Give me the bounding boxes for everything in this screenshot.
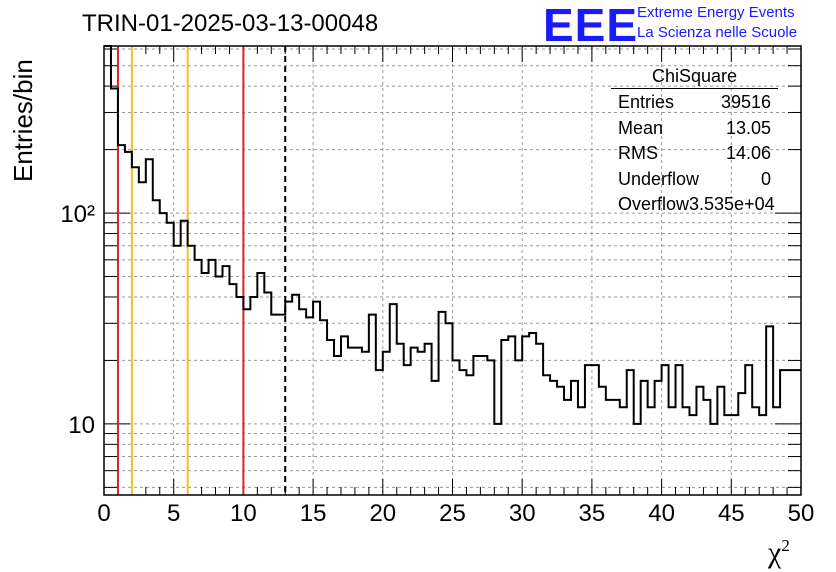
stats-row: Mean 13.05 [611,116,778,142]
chart-title: TRIN-01-2025-03-13-00048 [82,10,379,37]
stats-value: 14.06 [725,143,771,163]
x-tick-label: 40 [648,500,675,527]
x-tick-label: 25 [439,500,466,527]
eee-logo: EEE [543,0,639,51]
stats-value: 0 [760,168,771,189]
x-tick-label: 50 [788,500,815,527]
y-tick-label: 10² [60,201,95,228]
stats-label: Overflow [618,194,690,214]
x-tick-label: 0 [97,500,110,527]
stats-value: 39516 [720,92,771,112]
stats-row: Underflow 0 [611,167,778,193]
stats-box: ChiSquare Entries 39516 Mean 13.05 RMS 14.0… [611,66,778,218]
x-tick-label: 10 [230,500,257,527]
stats-label: Entries [618,92,675,112]
plot-frame [103,45,802,496]
stats-label: Mean [618,117,664,138]
x-tick-label: 35 [579,500,606,527]
stats-title: ChiSquare [611,66,778,89]
stats-value: 13.05 [725,117,771,138]
stats-row: Entries 39516 [611,90,778,116]
stats-row: RMS 14.06 [611,141,778,167]
x-tick-label: 30 [509,500,536,527]
y-tick-label: 10 [68,412,95,439]
x-tick-label: 45 [718,500,745,527]
histogram-line [104,45,801,425]
x-tick-label: 20 [369,500,396,527]
stats-row: Overflow 3.535e+04 [611,192,778,218]
tick-labels: 0 5 10 15 20 25 30 35 40 45 50 10 10² [60,201,814,527]
x-tick-label: 5 [167,500,180,527]
stats-value: 3.535e+04 [689,194,775,214]
logo-line-2: La Scienza nelle Scuole [637,24,798,41]
stats-label: RMS [618,143,658,163]
x-axis-label: χ2 [768,536,790,569]
x-tick-label: 15 [300,500,327,527]
y-axis-label: Entries/bin [8,59,38,182]
stats-label: Underflow [618,168,700,189]
logo-line-1: Extreme Energy Events [637,4,795,21]
